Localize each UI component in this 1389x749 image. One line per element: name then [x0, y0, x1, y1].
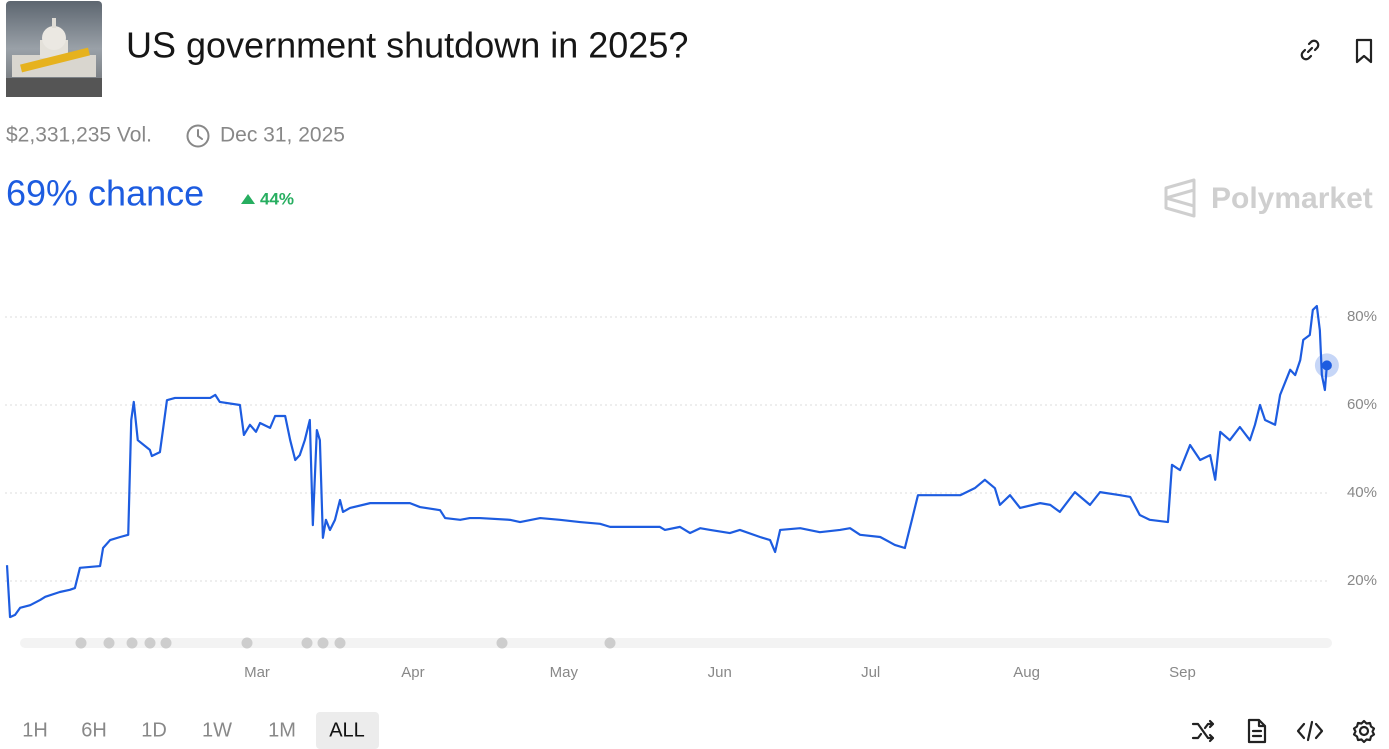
shuffle[interactable] [1191, 719, 1215, 743]
brand-logo [1164, 178, 1196, 218]
x-tick-label: Jul [861, 664, 880, 681]
y-tick-label: 40% [1347, 484, 1377, 501]
change: 44% [260, 189, 294, 208]
x-tick-label: Jun [708, 664, 732, 681]
event-track [20, 637, 1332, 649]
x-tick-label: Sep [1169, 664, 1196, 681]
range-button[interactable]: 1H [22, 719, 48, 741]
price-line [5, 304, 1328, 619]
y-tick-label: 80% [1347, 308, 1377, 325]
volume: $2,331,235 Vol. [6, 124, 152, 147]
clock-icon [186, 124, 210, 148]
x-tick-label: May [550, 664, 579, 681]
settings[interactable] [1352, 719, 1376, 744]
y-tick-label: 60% [1347, 396, 1377, 413]
market-title: US government shutdown in 2025? [126, 25, 688, 66]
bookmark[interactable] [1355, 38, 1373, 64]
range-button[interactable]: ALL [329, 719, 365, 741]
share-link[interactable] [1300, 39, 1320, 61]
range-button[interactable]: 1M [268, 719, 296, 741]
end-date: Dec 31, 2025 [220, 124, 345, 147]
range-selected-bg [316, 712, 379, 749]
y-tick-label: 20% [1347, 572, 1377, 589]
current-point [1321, 360, 1332, 371]
range-button[interactable]: 6H [81, 719, 107, 741]
chance: 69% chance [6, 173, 204, 214]
thumbnail [6, 1, 102, 97]
document[interactable] [1247, 718, 1267, 744]
brand: Polymarket [1211, 182, 1373, 215]
embed[interactable] [1296, 720, 1324, 742]
chart: 20% 40% 60% 80% Mar Apr May Jun Jul Aug Sep [5, 304, 1377, 681]
range-button[interactable]: 1W [202, 719, 232, 741]
range-button[interactable]: 1D [141, 719, 167, 741]
x-tick-label: Aug [1013, 664, 1040, 681]
x-tick-label: Mar [244, 664, 270, 681]
x-tick-label: Apr [401, 664, 424, 681]
range-selector: 1H 6H 1D 1W 1M ALL [22, 712, 379, 749]
change-arrow [241, 194, 255, 204]
